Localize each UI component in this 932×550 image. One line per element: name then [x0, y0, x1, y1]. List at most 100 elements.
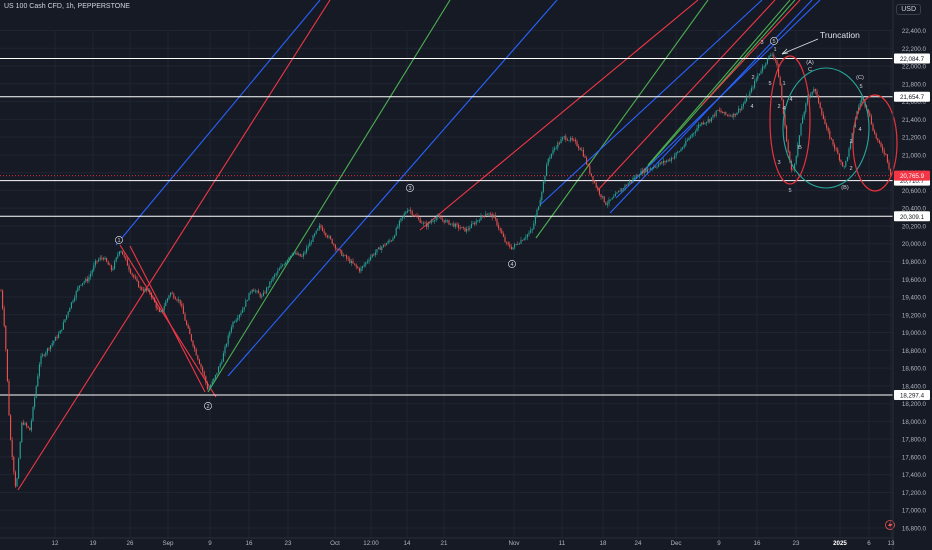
candle-body — [781, 85, 783, 100]
candle-body — [117, 254, 119, 258]
candle-body — [776, 60, 778, 66]
candle-body — [125, 256, 127, 260]
candle-body — [584, 156, 586, 158]
candle-body — [597, 187, 599, 190]
candle-body — [627, 183, 629, 186]
price-tick-label: 16,800.0 — [902, 526, 927, 533]
candle-body — [384, 244, 386, 246]
candle-body — [659, 162, 661, 165]
candle-body — [693, 132, 695, 135]
candle-body — [146, 289, 148, 291]
candle-body — [328, 236, 330, 238]
candle-body — [726, 114, 728, 116]
candle-body — [331, 239, 333, 244]
candle-body — [539, 200, 541, 207]
candle-body — [317, 228, 319, 231]
candle-body — [350, 261, 352, 263]
candle-body — [803, 112, 805, 118]
candle-body — [706, 121, 708, 123]
candle-body — [590, 173, 592, 177]
channel-line — [639, 0, 796, 176]
candle-body — [251, 289, 253, 293]
candle-body — [462, 227, 464, 228]
candle-body — [478, 220, 480, 222]
time-tick-label: 12:00 — [363, 540, 379, 547]
time-tick-label: 16 — [246, 540, 253, 547]
candle-body — [190, 334, 192, 341]
candle-body — [523, 238, 525, 241]
candle-body — [222, 353, 224, 362]
candle-body — [650, 168, 652, 170]
candle-body — [118, 251, 120, 255]
candle-body — [70, 302, 72, 308]
candle-body — [123, 254, 125, 257]
candle-body — [570, 138, 572, 141]
price-tick-label: 22,000.0 — [902, 64, 927, 71]
candle-body — [765, 63, 767, 66]
candle-body — [848, 148, 850, 157]
price-tick-label: 19,800.0 — [902, 259, 927, 266]
wave-label: 4 — [789, 97, 792, 103]
candle-body — [235, 319, 237, 322]
candle-body — [800, 123, 802, 136]
candle-body — [728, 114, 730, 116]
candle-body — [464, 227, 466, 232]
candle-body — [790, 160, 792, 170]
candle-body — [792, 169, 794, 171]
candle-body — [314, 233, 316, 236]
candle-body — [838, 153, 840, 160]
candle-body — [661, 162, 663, 164]
candle-body — [40, 356, 42, 365]
candle-body — [534, 216, 536, 224]
candle-body — [672, 157, 674, 159]
candle-body — [69, 307, 71, 312]
candle-body — [200, 364, 202, 368]
candle-body — [752, 87, 754, 89]
candle-body — [275, 273, 277, 275]
wave-annotations: 1234531241234B5(A)C(B)(C)541245Truncatio… — [115, 30, 898, 530]
candle-body — [517, 244, 519, 245]
candle-body — [682, 147, 684, 150]
candle-body — [675, 152, 677, 156]
time-tick-label: 11 — [559, 540, 566, 547]
candle-body — [806, 97, 808, 104]
candle-body — [427, 222, 429, 228]
time-tick-label: 14 — [404, 540, 411, 547]
candle-body — [698, 124, 700, 128]
candle-body — [858, 107, 860, 112]
level-tag — [894, 91, 930, 102]
candle-body — [133, 274, 135, 278]
candle-body — [496, 218, 498, 226]
candle-body — [379, 247, 381, 250]
candle-body — [509, 244, 511, 248]
candle-body — [555, 147, 557, 149]
candle-body — [550, 153, 552, 158]
candle-body — [442, 219, 444, 221]
candle-body — [3, 308, 5, 326]
candle-body — [250, 292, 252, 294]
candle-body — [341, 250, 343, 256]
candle-body — [869, 112, 871, 117]
wave-label-circled: 1 — [117, 238, 120, 244]
candle-body — [834, 144, 836, 149]
candle-body — [474, 223, 476, 225]
candle-body — [408, 209, 410, 211]
candle-body — [75, 291, 77, 298]
candle-body — [387, 241, 389, 244]
level-tag — [894, 211, 930, 222]
candle-body — [322, 227, 324, 232]
candle-body — [786, 125, 788, 142]
truncation-arrow — [781, 38, 819, 55]
candle-body — [760, 71, 762, 74]
currency-badge[interactable]: USD — [896, 4, 921, 15]
candle-body — [443, 220, 445, 223]
candle-body — [344, 255, 346, 257]
candle-body — [840, 159, 842, 163]
candle-body — [424, 222, 426, 224]
candle-body — [282, 265, 284, 267]
time-tick-label: Sep — [162, 540, 174, 547]
candle-body — [2, 290, 4, 309]
current-price-tag — [894, 170, 930, 181]
candle-body — [18, 458, 20, 479]
